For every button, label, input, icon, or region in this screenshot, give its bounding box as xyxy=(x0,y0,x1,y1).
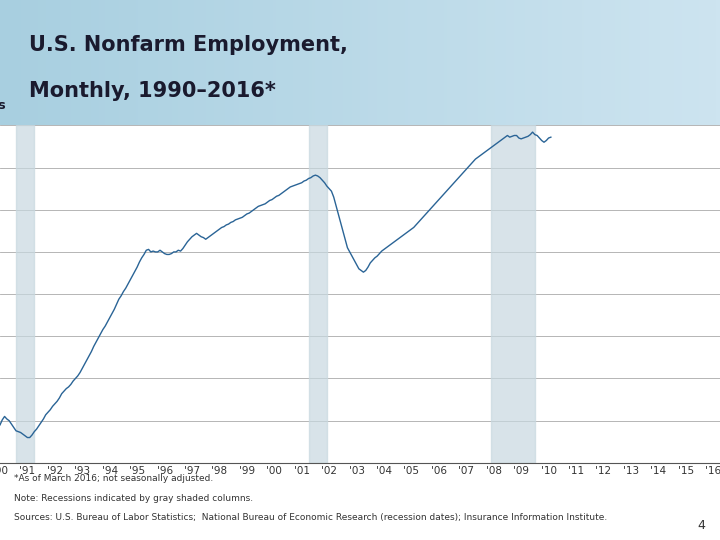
Text: Sources: U.S. Bureau of Labor Statistics;  National Bureau of Economic Research : Sources: U.S. Bureau of Labor Statistics… xyxy=(14,513,608,522)
Bar xyxy=(492,125,535,463)
Text: *As of March 2016; not seasonally adjusted.: *As of March 2016; not seasonally adjust… xyxy=(14,475,214,483)
Text: Note: Recessions indicated by gray shaded columns.: Note: Recessions indicated by gray shade… xyxy=(14,494,253,503)
Bar xyxy=(309,125,327,463)
Text: U.S. Nonfarm Employment,: U.S. Nonfarm Employment, xyxy=(29,35,348,55)
Text: 4: 4 xyxy=(698,519,706,532)
Text: Millions: Millions xyxy=(0,99,6,112)
Bar xyxy=(16,125,35,463)
Text: Monthly, 1990–2016*: Monthly, 1990–2016* xyxy=(29,82,276,102)
